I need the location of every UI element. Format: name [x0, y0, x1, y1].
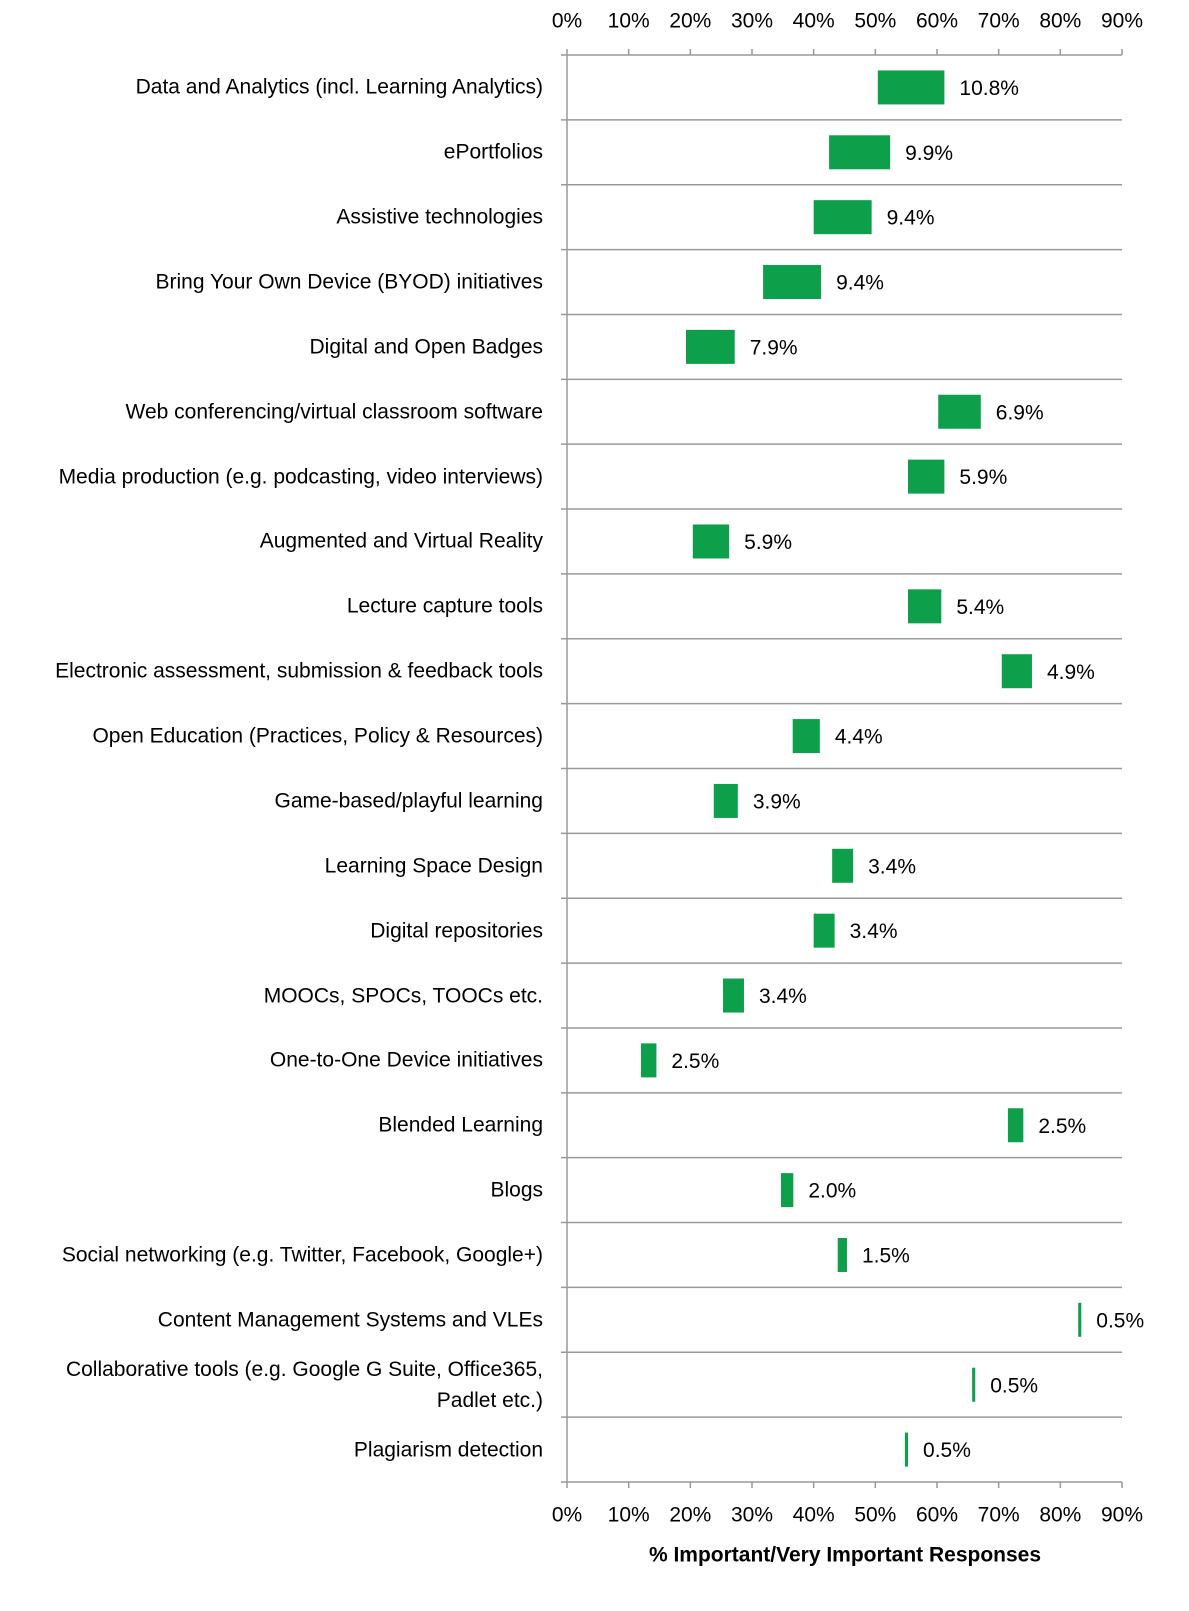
- bar: [837, 1237, 847, 1272]
- bar: [1001, 654, 1032, 689]
- x-tick-label: 20%: [669, 10, 711, 33]
- value-label: 0.5%: [923, 1439, 971, 1462]
- category-label: Assistive technologies: [336, 205, 543, 229]
- x-tick-label: 80%: [1039, 1504, 1081, 1527]
- x-tick-label: 0%: [552, 10, 582, 33]
- x-tick-label: 0%: [552, 1504, 582, 1527]
- category-label: Open Education (Practices, Policy & Reso…: [92, 724, 543, 748]
- category-label: Augmented and Virtual Reality: [259, 529, 543, 553]
- value-label: 3.4%: [850, 920, 898, 943]
- value-label: 9.4%: [887, 207, 935, 230]
- bar: [692, 524, 730, 559]
- value-label: 3.9%: [753, 790, 801, 813]
- category-label: Media production (e.g. podcasting, video…: [58, 465, 543, 489]
- bar: [686, 329, 735, 364]
- x-tick-label: 80%: [1039, 10, 1081, 33]
- value-label: 7.9%: [750, 336, 798, 359]
- bar: [713, 783, 738, 818]
- category-label: Content Management Systems and VLEs: [157, 1308, 543, 1332]
- value-label: 9.4%: [836, 272, 884, 295]
- x-tick-label: 70%: [978, 1504, 1020, 1527]
- bar: [908, 589, 942, 624]
- bar: [829, 135, 891, 170]
- x-tick-label: 50%: [854, 1504, 896, 1527]
- category-label: Web conferencing/virtual classroom softw…: [125, 400, 543, 424]
- value-label: 6.9%: [996, 401, 1044, 424]
- value-label: 5.9%: [744, 531, 792, 554]
- bar: [813, 913, 835, 948]
- x-tick-label: 40%: [793, 1504, 835, 1527]
- value-label: 10.8%: [959, 77, 1019, 100]
- bar: [877, 70, 945, 105]
- x-tick-label: 30%: [731, 10, 773, 33]
- x-tick-label: 90%: [1101, 1504, 1143, 1527]
- value-label: 4.9%: [1047, 661, 1095, 684]
- bar: [792, 719, 820, 754]
- value-label: 4.4%: [835, 726, 883, 749]
- category-label: One-to-One Device initiatives: [269, 1048, 543, 1072]
- bar: [904, 1432, 909, 1467]
- value-label: 9.9%: [905, 142, 953, 165]
- value-label: 3.4%: [868, 855, 916, 878]
- value-label: 1.5%: [862, 1245, 910, 1268]
- category-label: Plagiarism detection: [353, 1438, 543, 1462]
- bar: [832, 848, 854, 883]
- category-label: ePortfolios: [443, 140, 543, 164]
- x-tick-label: 60%: [916, 1504, 958, 1527]
- x-tick-label: 20%: [669, 1504, 711, 1527]
- category-label: Digital and Open Badges: [309, 335, 544, 359]
- category-label: Game-based/playful learning: [274, 789, 544, 813]
- x-tick-label: 10%: [608, 1504, 650, 1527]
- bar: [1007, 1108, 1024, 1143]
- category-label: Collaborative tools (e.g. Google G Suite…: [65, 1357, 543, 1412]
- x-tick-label: 70%: [978, 10, 1020, 33]
- bar: [723, 978, 744, 1013]
- bar: [908, 459, 945, 494]
- x-tick-label: 50%: [854, 10, 896, 33]
- value-label: 2.0%: [808, 1180, 856, 1203]
- bar: [938, 394, 981, 429]
- category-label: Blogs: [490, 1178, 543, 1202]
- bar: [780, 1173, 794, 1208]
- value-label: 2.5%: [671, 1050, 719, 1073]
- x-axis-title: % Important/Very Important Responses: [649, 1544, 1041, 1567]
- value-label: 5.9%: [959, 466, 1007, 489]
- x-tick-label: 90%: [1101, 10, 1143, 33]
- bar: [813, 200, 872, 235]
- x-tick-label: 40%: [793, 10, 835, 33]
- category-label: Electronic assessment, submission & feed…: [55, 659, 543, 683]
- category-label: MOOCs, SPOCs, TOOCs etc.: [263, 984, 543, 1008]
- value-label: 0.5%: [1096, 1309, 1144, 1332]
- category-label: Lecture capture tools: [346, 594, 543, 618]
- bar: [972, 1367, 976, 1402]
- bar: [641, 1043, 657, 1078]
- value-label: 2.5%: [1038, 1115, 1086, 1138]
- category-label: Blended Learning: [378, 1113, 543, 1137]
- value-label: 3.4%: [759, 985, 807, 1008]
- x-tick-label: 60%: [916, 10, 958, 33]
- x-tick-label: 30%: [731, 1504, 773, 1527]
- bar: [763, 265, 822, 300]
- category-label: Data and Analytics (incl. Learning Analy…: [135, 75, 543, 99]
- value-label: 0.5%: [990, 1374, 1038, 1397]
- category-label: Digital repositories: [370, 919, 543, 943]
- x-tick-label: 10%: [608, 10, 650, 33]
- bar: [1078, 1302, 1082, 1337]
- category-label: Learning Space Design: [324, 854, 543, 878]
- category-label: Bring Your Own Device (BYOD) initiatives: [155, 270, 544, 294]
- category-label: Social networking (e.g. Twitter, Faceboo…: [61, 1243, 543, 1267]
- value-label: 5.4%: [956, 596, 1004, 619]
